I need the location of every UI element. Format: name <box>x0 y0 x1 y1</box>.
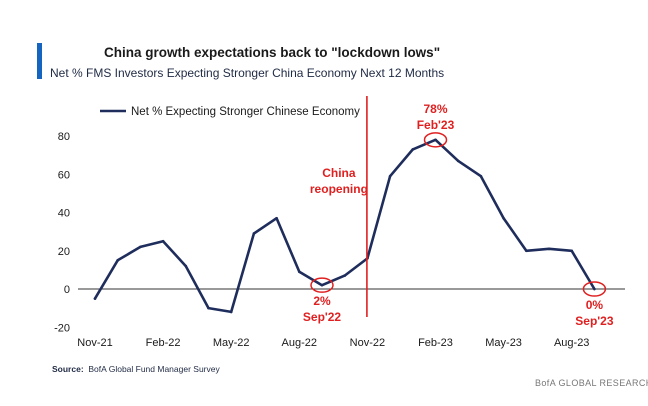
data-point <box>456 159 460 163</box>
y-tick-label: -20 <box>54 322 70 334</box>
data-point <box>184 264 188 268</box>
data-point <box>207 306 210 310</box>
legend-label: Net % Expecting Stronger Chinese Economy <box>131 106 360 118</box>
data-point <box>139 245 142 249</box>
x-tick-label: Feb-22 <box>146 337 181 349</box>
brand-label: BofA GLOBAL RESEARCH <box>535 378 648 388</box>
x-tick-label: Feb-23 <box>418 337 453 349</box>
y-tick-label: 20 <box>58 246 70 258</box>
data-point <box>93 297 97 300</box>
source-note: Source: BofA Global Fund Manager Survey <box>52 364 220 374</box>
data-point <box>161 239 165 243</box>
x-tick-label: Aug-22 <box>282 337 317 349</box>
x-axis: Nov-21 Feb-22 May-22 Aug-22 Nov-22 Feb-23 May-… <box>77 288 625 349</box>
data-point <box>570 249 573 253</box>
y-tick-label: 40 <box>58 208 70 220</box>
annotation-date: Sep'23 <box>575 314 614 328</box>
chart-subtitle: Net % FMS Investors Expecting Stronger C… <box>50 66 445 80</box>
highlight-ellipse <box>310 277 334 293</box>
reopening-label-line2: reopening <box>310 182 368 196</box>
annotation-value: 78% <box>423 102 447 116</box>
x-tick-label: Nov-21 <box>77 337 112 349</box>
data-point <box>434 138 437 142</box>
data-point <box>320 283 324 287</box>
data-point <box>275 216 278 220</box>
data-point <box>229 310 233 314</box>
annotation-date: Feb'23 <box>417 118 455 132</box>
highlight-ellipse <box>582 281 607 297</box>
annotations: China reopening 2% Sep'22 78% Feb'23 0% Sep'23 <box>303 96 614 328</box>
y-tick-label: 80 <box>58 131 70 143</box>
data-point <box>116 259 119 262</box>
annotation-value: 2% <box>313 294 331 308</box>
y-axis: -20 0 20 40 60 80 <box>54 131 70 334</box>
y-tick-label: 0 <box>64 284 70 296</box>
data-point <box>547 247 551 251</box>
data-point <box>525 249 528 253</box>
x-tick-label: May-22 <box>213 337 250 349</box>
x-tick-label: Nov-22 <box>350 337 385 349</box>
legend: Net % Expecting Stronger Chinese Economy <box>100 106 360 118</box>
y-tick-label: 60 <box>58 169 70 181</box>
chart-title: China growth expectations back to "lockd… <box>104 45 441 60</box>
reopening-label-line1: China <box>322 166 356 180</box>
title-accent-bar <box>37 43 42 79</box>
data-point <box>298 270 301 274</box>
data-point <box>411 148 415 151</box>
data-point <box>343 274 347 277</box>
annotation-value: 0% <box>586 298 604 312</box>
highlight-ellipse <box>423 132 448 148</box>
data-point <box>593 287 596 291</box>
data-point <box>502 216 505 220</box>
plot-area <box>93 138 596 314</box>
x-tick-label: May-23 <box>485 337 522 349</box>
annotation-date: Sep'22 <box>303 310 342 324</box>
data-point <box>252 232 256 235</box>
data-point <box>388 174 392 178</box>
data-point <box>479 174 483 178</box>
source-text: BofA Global Fund Manager Survey <box>88 364 220 374</box>
source-label: Source: <box>52 364 84 374</box>
x-tick-label: Aug-23 <box>554 337 589 349</box>
